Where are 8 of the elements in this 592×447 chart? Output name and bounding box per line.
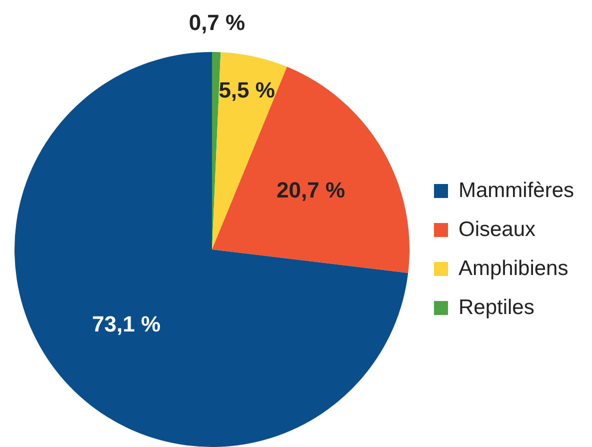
- data-label: 5,5 %: [218, 77, 275, 102]
- legend-label: Amphibiens: [458, 256, 568, 280]
- data-label: 0,7 %: [188, 10, 246, 36]
- legend-label: Oiseaux: [458, 218, 536, 241]
- data-label: 73,1 %: [92, 312, 161, 337]
- legend-label: Reptiles: [458, 296, 534, 319]
- legend-label: Mammifères: [458, 178, 574, 202]
- data-label: 20,7 %: [276, 178, 346, 203]
